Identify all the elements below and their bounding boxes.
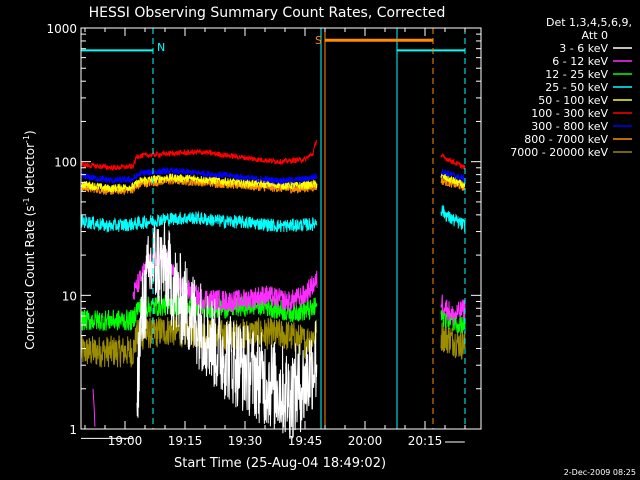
axis-layer: 19:00 19:15 19:30 19:45 20:00 20:15 1 10 100 1000 — [46, 22, 481, 448]
data-layer — [80, 139, 466, 443]
series-line-3-seg-0 — [80, 210, 318, 233]
y-axis-label-mid: detector — [23, 143, 37, 198]
series-line-6-seg-1 — [440, 168, 466, 184]
legend-label-1: 6 - 12 keV — [552, 55, 608, 68]
plot-frame — [80, 27, 482, 430]
legend-label-7: 800 - 7000 keV — [524, 133, 608, 146]
x-tick-label-1: 19:15 — [168, 434, 203, 448]
series-line-5-seg-1 — [440, 152, 466, 170]
y-tick-label-1: 10 — [62, 289, 77, 303]
series-line-3-seg-1 — [440, 205, 466, 233]
y-tick-label-3: 1000 — [46, 22, 77, 36]
x-tick-label-4: 20:00 — [348, 434, 383, 448]
series-line-1-seg-0 — [92, 388, 96, 427]
legend-label-5: 100 - 300 keV — [531, 107, 608, 120]
series-line-5-seg-0 — [80, 139, 318, 171]
legend-label-8: 7000 - 20000 keV — [510, 146, 608, 159]
y-axis-label-sup2: -1 — [22, 135, 31, 143]
marker-layer — [81, 28, 466, 429]
annotation-s: S — [315, 34, 322, 47]
x-tick-label-5: 20:15 — [408, 434, 443, 448]
series-line-1-seg-2 — [440, 294, 466, 325]
y-axis-label-sup1: -1 — [22, 197, 31, 205]
chart-title: HESSI Observing Summary Count Rates, Cor… — [89, 5, 446, 21]
y-axis-label: Corrected Count Rate (s-1 detector-1) — [22, 130, 37, 349]
x-tick-label-2: 19:30 — [228, 434, 263, 448]
x-axis-label: Start Time (25-Aug-04 18:49:02) — [174, 456, 386, 471]
annotation-n: N — [157, 41, 165, 54]
y-tick-label-2: 100 — [54, 156, 77, 170]
x-tick-label-3: 19:45 — [288, 434, 323, 448]
series-line-2-seg-1 — [440, 306, 466, 334]
legend-header-1: Det 1,3,4,5,6,9, — [546, 16, 632, 29]
legend-label-2: 12 - 25 keV — [545, 68, 608, 81]
y-axis-label-end: ) — [23, 130, 37, 135]
y-tick-label-0: 1 — [69, 423, 77, 437]
series-line-4-seg-1 — [440, 172, 466, 189]
series-line-0-seg-1 — [136, 221, 318, 440]
legend-label-3: 25 - 50 keV — [545, 81, 608, 94]
legend-label-4: 50 - 100 keV — [538, 94, 608, 107]
legend-label-0: 3 - 6 keV — [559, 42, 608, 55]
legend-header-2: Att 0 — [582, 29, 608, 42]
legend-label-6: 300 - 800 keV — [531, 120, 608, 133]
timestamp: 2-Dec-2009 08:25 — [564, 468, 636, 477]
series-line-6-seg-0 — [80, 166, 318, 185]
y-axis-label-main: Corrected Count Rate (s — [23, 205, 37, 349]
x-tick-label-0: 19:00 — [108, 434, 143, 448]
series-line-8-seg-1 — [440, 322, 466, 360]
